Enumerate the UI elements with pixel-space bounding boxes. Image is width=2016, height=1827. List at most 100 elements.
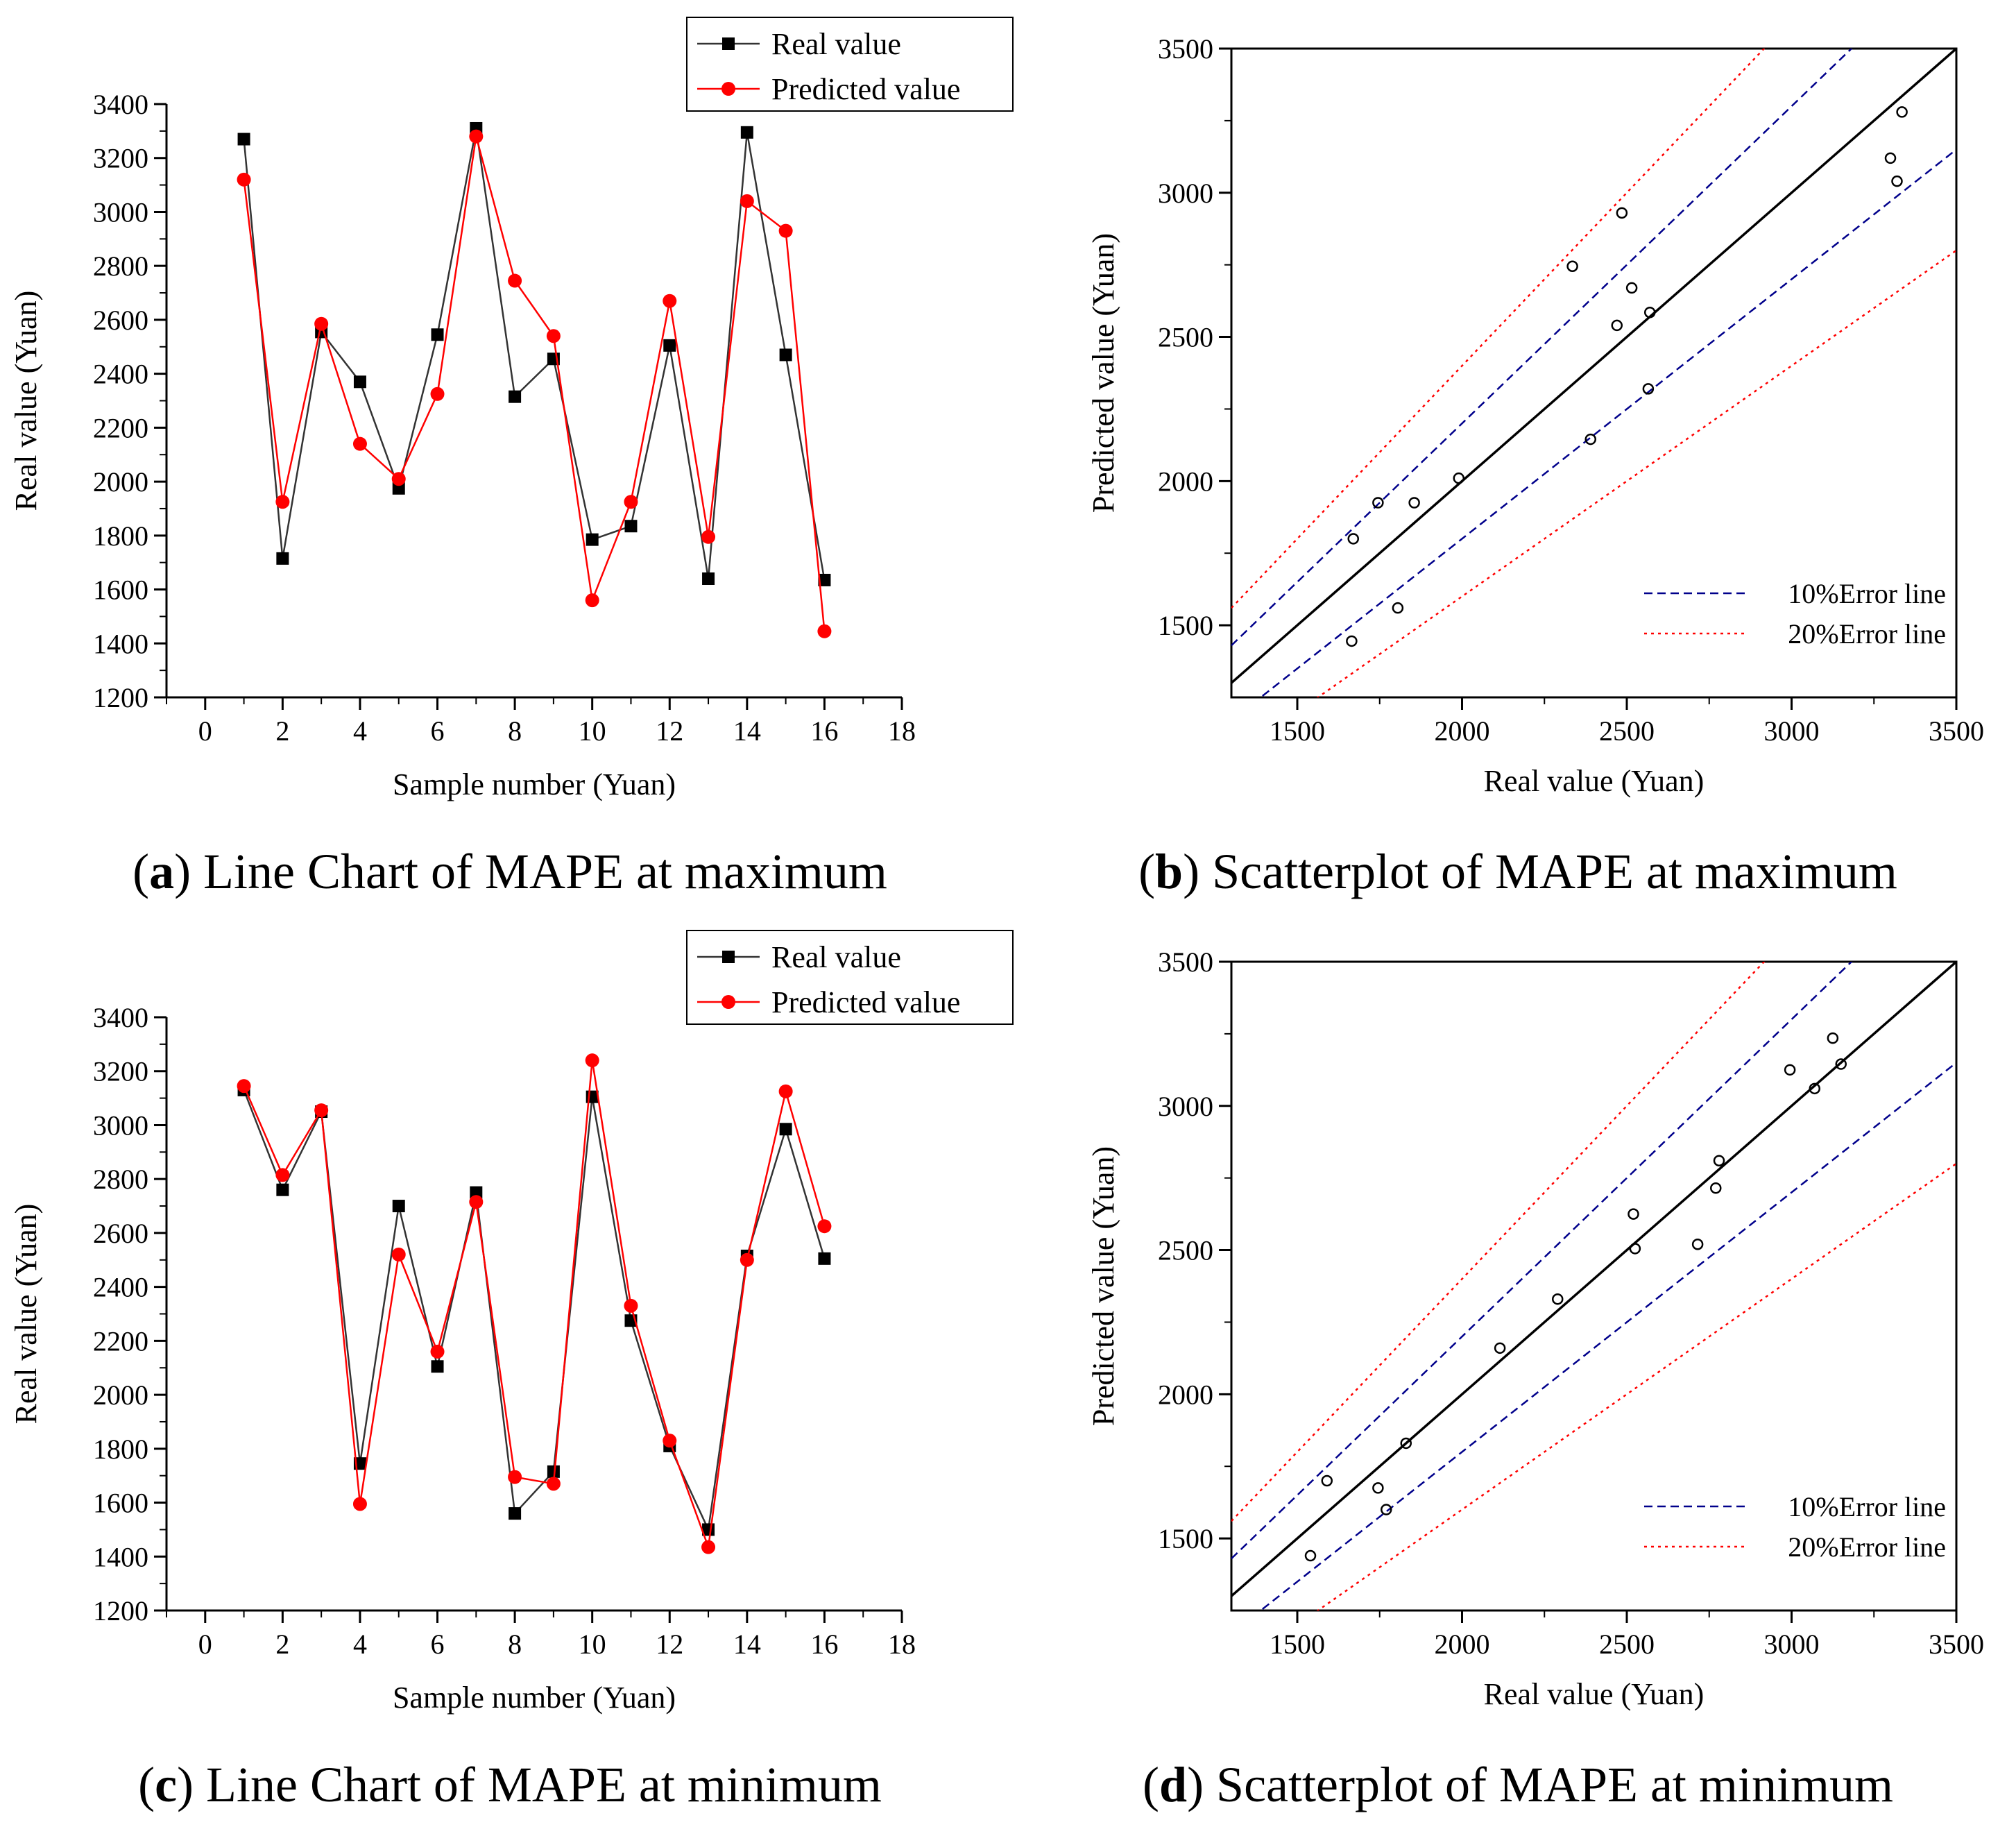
error-line-10-lower (1259, 1062, 1956, 1611)
predicted-value-point (237, 172, 251, 187)
x-tick-label: 14 (733, 715, 761, 747)
scatter-point (1827, 1032, 1839, 1044)
y-tick-label: 2600 (93, 1218, 148, 1249)
y-tick-label: 3500 (1158, 946, 1213, 978)
y-axis-title: Predicted value (Yuan) (1086, 233, 1120, 513)
x-tick-label: 8 (508, 715, 522, 747)
legend-label: 20%Error line (1788, 1531, 1946, 1563)
caption-c: (c) Line Chart of MAPE at minimum (138, 1757, 882, 1812)
x-tick-label: 18 (888, 715, 916, 747)
scatter-point (1453, 472, 1464, 484)
real-value-point (509, 1507, 522, 1520)
scatter-point (1552, 1293, 1564, 1305)
series-line-real (243, 1089, 826, 1533)
y-tick-label: 1500 (1158, 1523, 1213, 1554)
predicted-value-point (546, 1477, 561, 1491)
scatter-point (1713, 1155, 1725, 1166)
error-line-20-upper (1231, 962, 1766, 1522)
perfect-prediction-line (1231, 962, 1956, 1597)
caption-b: (b) Scatterplot of MAPE at maximum (1138, 844, 1897, 899)
y-tick-label: 2800 (93, 1164, 148, 1195)
predicted-value-point (778, 1084, 793, 1098)
plot-frame (1230, 47, 1958, 699)
predicted-value-point (546, 329, 561, 343)
y-axis-title: Real value (Yuan) (9, 1204, 43, 1425)
real-value-point (586, 533, 599, 546)
real-value-point (237, 133, 250, 146)
predicted-value-point (663, 294, 677, 308)
legend-label: Real value (771, 27, 901, 61)
predicted-value-point (740, 1252, 754, 1267)
predicted-value-point (314, 1103, 329, 1118)
x-tick-label: 8 (508, 1629, 522, 1660)
scatter-point (1400, 1437, 1412, 1450)
x-tick-label: 4 (353, 715, 367, 747)
scatter-point (1644, 306, 1656, 318)
y-tick-label: 1500 (1158, 610, 1213, 641)
x-tick-label: 18 (888, 1629, 916, 1660)
scatter-point (1896, 106, 1908, 118)
predicted-value-point (624, 495, 638, 509)
scatter-point (1611, 319, 1623, 332)
y-tick-label: 3000 (93, 1110, 148, 1141)
scatter-point (1346, 635, 1358, 647)
scatter-chart-max: 1500 2000 2500 3000 3500 1500 2000 2500 3000 3500… (1086, 33, 1984, 798)
y-tick-label: 2600 (93, 305, 148, 336)
predicted-value-point (469, 1195, 484, 1209)
x-tick-label: 6 (431, 715, 445, 747)
y-tick-label: 2000 (1158, 466, 1213, 497)
predicted-value-point (701, 1540, 716, 1554)
x-tick-label: 14 (733, 1629, 761, 1660)
scatter-point (1628, 1208, 1639, 1220)
y-axis-title: Real value (Yuan) (9, 291, 43, 511)
series-line-real (243, 128, 826, 581)
panel-scatter-max: 1500 2000 2500 3000 3500 1500 2000 2500 3000 3500… (1020, 0, 2016, 913)
caption-label-c: c (155, 1757, 178, 1812)
x-axis-title: Real value (Yuan) (1484, 764, 1705, 798)
x-tick-label: 10 (579, 715, 606, 747)
x-tick-label: 1500 (1270, 1629, 1325, 1660)
predicted-value-point (585, 593, 599, 608)
y-tick-label: 2200 (93, 1325, 148, 1357)
predicted-value-point (469, 129, 484, 144)
y-tick-label: 3500 (1158, 33, 1213, 65)
scatter-point (1629, 1243, 1641, 1255)
legend-marker-circle (721, 995, 735, 1009)
predicted-value-point (740, 194, 754, 208)
y-tick-label: 1600 (93, 1488, 148, 1519)
x-tick-label: 0 (198, 1629, 212, 1660)
x-axis-title: Real value (Yuan) (1484, 1677, 1705, 1711)
caption-text-d: Scatterplot of MAPE at minimum (1216, 1757, 1893, 1812)
predicted-value-point (275, 495, 290, 509)
y-tick-label: 1400 (93, 628, 148, 659)
scatter-point (1566, 260, 1578, 272)
predicted-value-point (430, 386, 445, 401)
predicted-value-point (314, 316, 329, 331)
predicted-value-point (508, 273, 522, 288)
legend-label: Predicted value (771, 72, 960, 106)
x-axis-title: Sample number (Yuan) (393, 1681, 676, 1715)
y-tick-label: 2000 (93, 466, 148, 498)
y-tick-label: 3000 (1158, 1091, 1213, 1122)
real-value-point (392, 482, 405, 495)
y-axis-title: Predicted value (Yuan) (1086, 1146, 1120, 1426)
real-value-point (431, 1360, 444, 1373)
predicted-value-point (778, 223, 793, 238)
scatter-point (1372, 1482, 1384, 1494)
predicted-value-point (237, 1079, 251, 1094)
x-tick-label: 3000 (1764, 715, 1820, 747)
error-line-10-upper (1231, 962, 1853, 1560)
predicted-value-point (624, 1298, 638, 1313)
plot-frame (1230, 960, 1958, 1612)
scatter-point (1321, 1475, 1333, 1487)
predicted-value-point (352, 436, 367, 451)
scatter-point (1691, 1238, 1704, 1250)
scatter-point (1710, 1182, 1722, 1194)
real-value-point (509, 390, 522, 403)
scatter-point (1381, 1504, 1392, 1515)
x-tick-label: 16 (810, 715, 838, 747)
caption-label-a: a (149, 844, 175, 899)
real-value-point (547, 1465, 560, 1478)
error-line-20-upper (1231, 49, 1766, 609)
x-tick-label: 4 (353, 1629, 367, 1660)
